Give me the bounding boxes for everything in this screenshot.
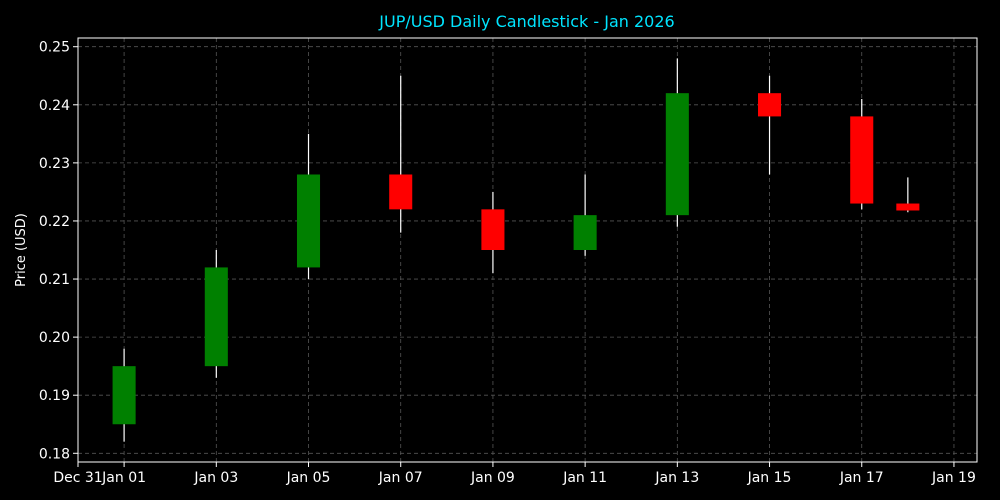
candles xyxy=(112,58,920,442)
x-tick-label: Jan 15 xyxy=(747,470,792,486)
x-tick-label: Jan 05 xyxy=(286,470,331,486)
y-tick-label: 0.25 xyxy=(39,40,70,56)
x-tick-label: Dec 31 xyxy=(53,470,102,486)
x-tick-label: Jan 07 xyxy=(378,470,423,486)
candle-body-up xyxy=(665,93,689,216)
y-tick-label: 0.18 xyxy=(39,446,70,462)
y-tick-label: 0.24 xyxy=(39,98,70,114)
x-tick-label: Jan 11 xyxy=(562,470,607,486)
y-tick-label: 0.21 xyxy=(39,272,70,288)
x-tick-label: Jan 17 xyxy=(839,470,884,486)
candle-body-down xyxy=(896,203,920,211)
chart-title: JUP/USD Daily Candlestick - Jan 2026 xyxy=(378,12,674,31)
candle-body-down xyxy=(389,174,413,210)
y-axis-label: Price (USD) xyxy=(14,213,29,287)
y-tick-label: 0.20 xyxy=(39,330,70,346)
candle-body-up xyxy=(204,267,228,367)
candle-body-down xyxy=(758,93,782,117)
candle-body-down xyxy=(850,116,874,204)
y-tick-label: 0.19 xyxy=(39,388,70,404)
candle-body-up xyxy=(573,215,597,250)
candle-body-down xyxy=(481,209,505,250)
candle-body-up xyxy=(112,366,136,425)
x-tick-label: Jan 19 xyxy=(931,470,976,486)
y-tick-label: 0.23 xyxy=(39,156,70,172)
y-tick-label: 0.22 xyxy=(39,214,70,230)
plot-frame xyxy=(77,37,978,463)
x-tick-label: Jan 13 xyxy=(654,470,699,486)
x-tick-label: Jan 03 xyxy=(193,470,238,486)
x-tick-label: Jan 01 xyxy=(101,470,146,486)
candle-body-up xyxy=(296,174,321,268)
x-tick-label: Jan 09 xyxy=(470,470,515,486)
